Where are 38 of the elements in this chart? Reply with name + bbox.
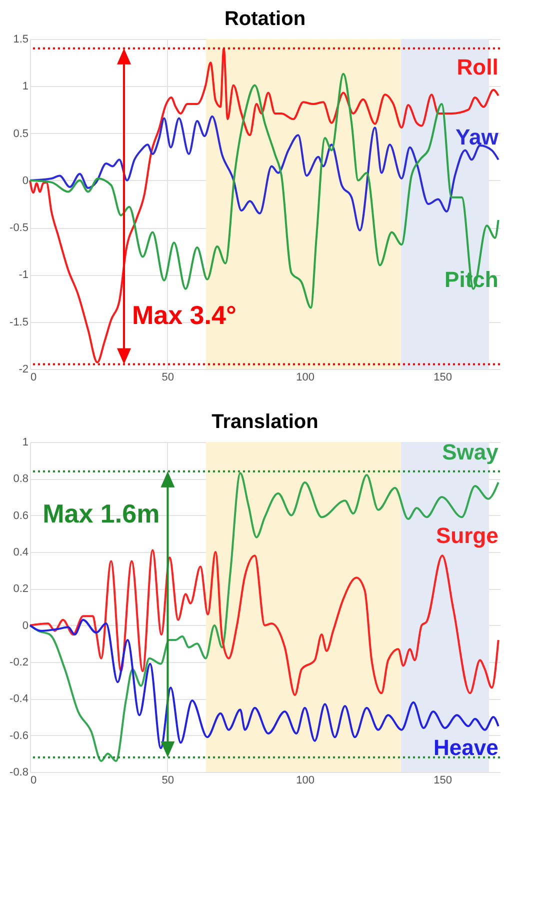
line-series — [29, 549, 500, 696]
chart-title: Translation — [212, 411, 318, 433]
annotation: Max 1.6m — [42, 498, 160, 529]
y-tick-label: 1 — [22, 436, 28, 448]
y-tick-label: -0.4 — [10, 693, 28, 706]
series-label: Yaw — [456, 124, 500, 150]
x-tick-label: 0 — [30, 372, 37, 384]
x-tick-label: 50 — [162, 372, 174, 384]
y-tick-label: 0.2 — [13, 583, 28, 596]
y-tick-label: -1.5 — [10, 316, 28, 328]
series-label: Sway — [442, 439, 500, 464]
line-series — [29, 47, 500, 364]
y-tick-label: 1.5 — [13, 34, 28, 46]
series-label: Surge — [436, 523, 498, 548]
y-tick-label: 0.8 — [13, 473, 28, 486]
y-tick-label: -1 — [18, 269, 28, 282]
y-tick-label: -0.5 — [10, 222, 28, 234]
y-tick-label: 1 — [22, 80, 28, 93]
x-tick-label: 150 — [434, 372, 452, 384]
y-tick-label: 0 — [22, 174, 28, 187]
x-tick-label: 150 — [434, 774, 452, 786]
y-tick-label: 0 — [22, 620, 28, 632]
x-tick-label: 100 — [296, 774, 315, 786]
y-tick-label: 0.6 — [13, 510, 28, 522]
annotation: Max 3.4° — [132, 300, 236, 330]
x-tick-label: 0 — [30, 774, 37, 786]
series-label: Roll — [456, 54, 498, 80]
y-tick-label: -2 — [18, 364, 28, 376]
x-tick-label: 50 — [162, 774, 174, 786]
y-tick-label: -0.8 — [10, 766, 28, 778]
chart-title: Rotation — [224, 8, 306, 30]
y-tick-label: 0.5 — [13, 128, 28, 140]
series-label: Heave — [434, 735, 498, 760]
y-tick-label: 0.4 — [13, 546, 28, 558]
line-series — [29, 472, 500, 762]
y-tick-label: -0.6 — [10, 730, 28, 742]
y-tick-label: -0.2 — [10, 656, 28, 668]
x-tick-label: 100 — [296, 372, 315, 384]
